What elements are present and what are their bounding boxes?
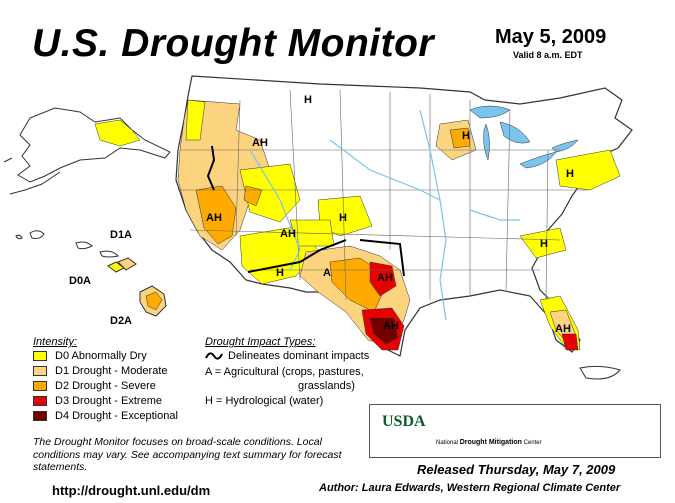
- author-credit: Author: Laura Edwards, Western Regional …: [319, 482, 621, 494]
- impact-label-h-north: H: [304, 94, 312, 106]
- legend-label-d0: D0 Abnormally Dry: [55, 350, 147, 362]
- ndmc-prefix: National: [436, 440, 459, 446]
- impact-label-h-carolinas: H: [540, 238, 548, 250]
- conus-region: [175, 75, 633, 357]
- valid-time: Valid 8 a.m. EDT: [513, 50, 583, 60]
- hawaii-label-d0a: D0A: [69, 275, 92, 287]
- impact-agricultural-cont: grasslands): [298, 380, 355, 392]
- legend-label-d1: D1 Drought - Moderate: [55, 365, 168, 377]
- legend-item-d0: D0 Abnormally Dry: [33, 350, 147, 362]
- ndmc-logo: National Drought Mitigation Center: [436, 439, 542, 446]
- impact-label-ah-texas-north: AH: [377, 272, 393, 284]
- impact-label-ah-florida: AH: [555, 323, 571, 335]
- impact-legend-title: Drought Impact Types:: [205, 336, 316, 348]
- impact-label-a-texas: A: [323, 267, 331, 279]
- source-url[interactable]: http://drought.unl.edu/dm: [52, 483, 211, 498]
- impact-line-description: Delineates dominant impacts: [228, 350, 370, 362]
- impact-label-ah-southwest: AH: [280, 228, 296, 240]
- legend-item-d1: D1 Drought - Moderate: [33, 365, 168, 377]
- impact-label-h-arizona: H: [276, 267, 284, 279]
- legend-label-d2: D2 Drought - Severe: [55, 380, 156, 392]
- impact-label-ah-california: AH: [206, 212, 222, 224]
- release-date: Released Thursday, May 7, 2009: [417, 462, 616, 477]
- impact-label-h-wisconsin: H: [462, 130, 470, 142]
- usda-logo: USDA: [382, 413, 426, 430]
- legend-item-d2: D2 Drought - Severe: [33, 380, 156, 392]
- disclaimer-note: The Drought Monitor focuses on broad-sca…: [33, 436, 342, 473]
- agency-logos: [369, 404, 661, 458]
- swatch-d3: [33, 396, 47, 406]
- puerto-rico: [579, 365, 621, 380]
- impact-label-h-northeast: H: [566, 168, 574, 180]
- swatch-d2: [33, 381, 47, 391]
- impact-label-h-central: H: [339, 212, 347, 224]
- legend-item-d4: D4 Drought - Exceptional: [33, 410, 178, 422]
- swatch-d4: [33, 411, 47, 421]
- noaa-logo: NOAA: [594, 426, 612, 432]
- impact-label-ah-northwest: AH: [252, 137, 268, 149]
- legend-item-d3: D3 Drought - Extreme: [33, 395, 162, 407]
- intensity-legend-title: Intensity:: [33, 336, 78, 348]
- ndmc-suffix: Center: [523, 440, 542, 446]
- impact-line-icon: [205, 352, 223, 360]
- swatch-d1: [33, 366, 47, 376]
- hawaii-label-d2a: D2A: [110, 315, 133, 327]
- impact-agricultural: A = Agricultural (crops, pastures,: [205, 366, 364, 378]
- alaska-region: [3, 107, 171, 195]
- legend-label-d3: D3 Drought - Extreme: [55, 395, 162, 407]
- impact-label-ah-texas-south: AH: [383, 320, 399, 332]
- map-title: U.S. Drought Monitor: [32, 22, 435, 65]
- ndmc-main: Drought Mitigation: [459, 439, 522, 446]
- swatch-d0: [33, 351, 47, 361]
- map-date: May 5, 2009: [495, 26, 607, 48]
- hawaii-label-d1a: D1A: [110, 229, 133, 241]
- impact-hydrological: H = Hydrological (water): [205, 395, 324, 407]
- hawaii-region: [15, 230, 167, 317]
- legend-label-d4: D4 Drought - Exceptional: [55, 410, 178, 422]
